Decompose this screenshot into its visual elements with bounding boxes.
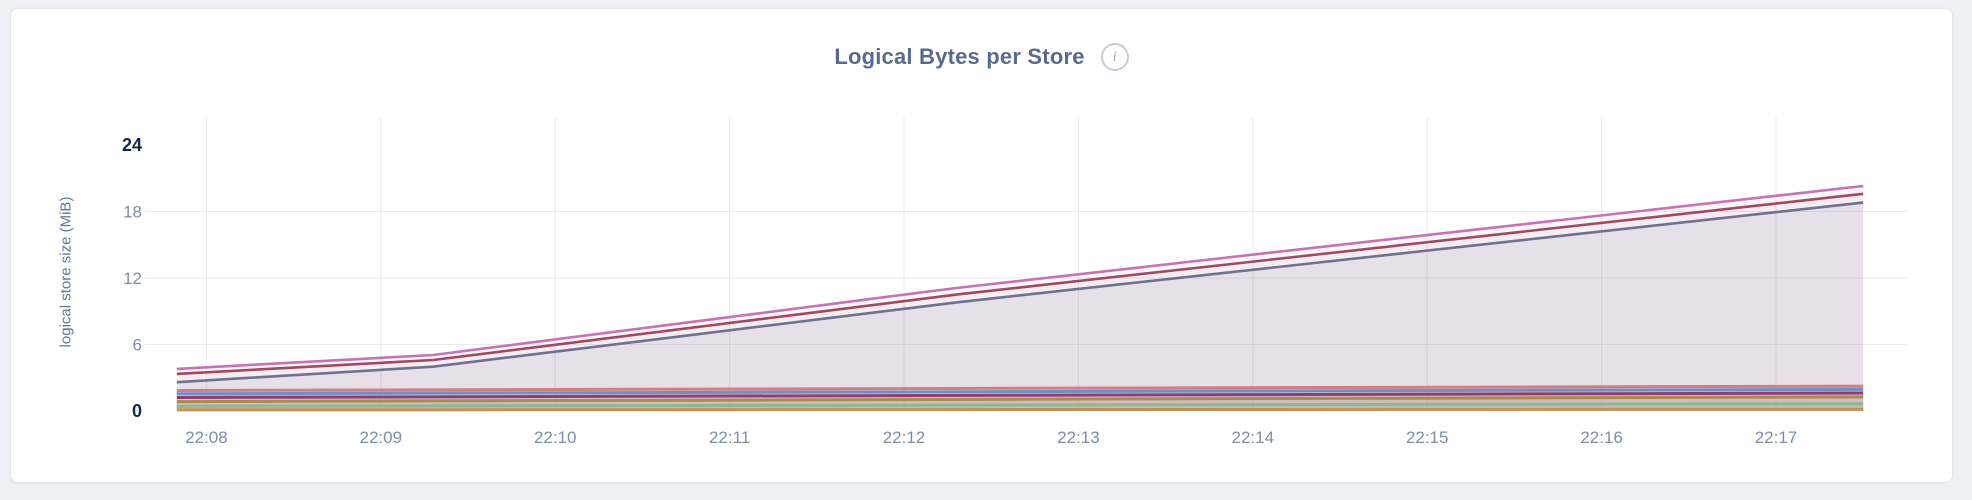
info-icon[interactable]: i	[1100, 43, 1129, 71]
series-line-store-c	[176, 201, 1864, 384]
series-line-store-b	[176, 192, 1864, 376]
series-line-store-f	[176, 391, 1864, 399]
series-line-store-a	[176, 184, 1864, 371]
y-tick-label: 6	[133, 336, 142, 355]
x-tick-label: 22:16	[1580, 428, 1623, 447]
series-line-store-e	[176, 387, 1864, 396]
x-tick-label: 22:10	[534, 428, 577, 447]
y-tick-label: 12	[123, 269, 142, 288]
x-tick-label: 22:09	[360, 428, 403, 447]
series-line-store-h	[176, 402, 1864, 408]
series-area-store-a	[176, 186, 1864, 411]
series-line-store-d	[176, 384, 1864, 392]
series-line-store-g	[176, 395, 1864, 404]
x-tick-label: 22:14	[1232, 428, 1275, 447]
series-line-store-i	[176, 407, 1864, 412]
chart-title: Logical Bytes per Store	[834, 44, 1085, 69]
x-tick-label: 22:17	[1755, 428, 1798, 447]
y-tick-label: 24	[122, 135, 142, 155]
x-tick-label: 22:13	[1057, 428, 1100, 447]
y-tick-label: 0	[132, 401, 142, 421]
x-tick-label: 22:12	[883, 428, 926, 447]
chart-header: Logical Bytes per Store i	[11, 43, 1952, 71]
y-tick-label: 18	[123, 203, 142, 222]
x-tick-label: 22:15	[1406, 428, 1449, 447]
series-area-store-c	[176, 202, 1864, 411]
x-tick-label: 22:08	[185, 428, 228, 447]
x-tick-label: 22:11	[709, 428, 750, 447]
